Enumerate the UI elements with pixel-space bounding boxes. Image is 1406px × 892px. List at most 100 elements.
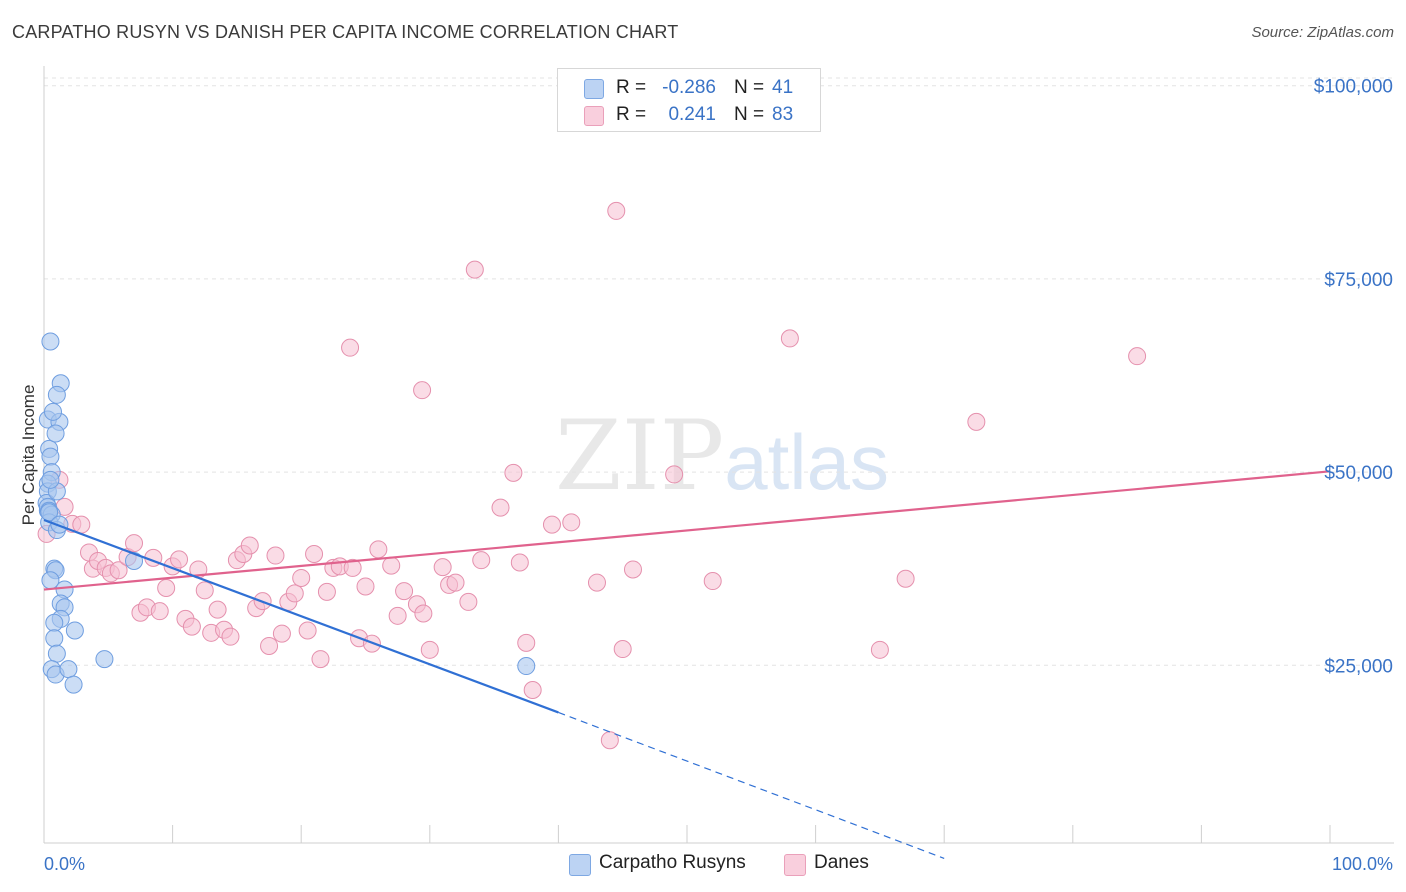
danes-point bbox=[272, 624, 291, 643]
legend-n-label: N = bbox=[734, 77, 765, 98]
danes-point bbox=[260, 636, 279, 655]
danes-point bbox=[587, 573, 606, 592]
legend-r-label: R = bbox=[616, 104, 647, 125]
danes-point bbox=[298, 621, 317, 640]
carpatho-rusyns-point bbox=[125, 551, 144, 570]
danes-point bbox=[420, 640, 439, 659]
danes-point bbox=[356, 577, 375, 596]
y-tick-label: $75,000 bbox=[1324, 270, 1393, 291]
danes-point bbox=[240, 536, 259, 555]
danes-point bbox=[870, 640, 889, 659]
danes-point bbox=[341, 338, 360, 357]
trend-lines bbox=[43, 470, 1331, 860]
y-tick-label: $25,000 bbox=[1324, 656, 1393, 677]
danes-point bbox=[170, 550, 189, 569]
danes-point bbox=[317, 582, 336, 601]
carpatho-rusyns-points bbox=[37, 332, 536, 694]
danes-point bbox=[285, 584, 304, 603]
danes-points bbox=[37, 201, 1147, 750]
danes-point bbox=[491, 498, 510, 517]
carpatho-rusyns-point bbox=[95, 650, 114, 669]
danes-point bbox=[623, 560, 642, 579]
danes-trend-line bbox=[43, 470, 1331, 591]
legend-n-value: 41 bbox=[772, 77, 794, 98]
carpatho-rusyns-point bbox=[45, 613, 64, 632]
danes-point bbox=[343, 558, 362, 577]
carpatho-rusyns-trend-extension bbox=[558, 711, 945, 860]
danes-point bbox=[266, 546, 285, 565]
y-tick-label: $100,000 bbox=[1314, 77, 1393, 98]
danes-point bbox=[967, 412, 986, 431]
danes-point bbox=[517, 633, 536, 652]
danes-point bbox=[523, 681, 542, 699]
danes-point bbox=[613, 640, 632, 659]
danes-point bbox=[157, 579, 176, 597]
danes-point bbox=[665, 465, 684, 484]
axes bbox=[43, 66, 1394, 844]
correlation-legend: R = -0.286 N = 41 R = 0.241 N = 83 bbox=[557, 68, 821, 132]
legend-label: Carpatho Rusyns bbox=[599, 852, 746, 873]
carpatho-rusyns-point bbox=[59, 660, 78, 679]
danes-point bbox=[208, 600, 227, 619]
danes-point bbox=[562, 513, 581, 532]
carpatho-rusyns-point bbox=[41, 470, 60, 489]
danes-point bbox=[607, 201, 626, 220]
y-axis-label: Per Capita Income bbox=[19, 385, 38, 526]
legend-swatch-pink bbox=[584, 106, 604, 126]
danes-point bbox=[388, 606, 407, 625]
x-tick-label: 100.0% bbox=[1332, 854, 1393, 874]
legend-row-danes: R = 0.241 N = 83 bbox=[558, 102, 820, 128]
watermark-main: ZIP bbox=[555, 400, 725, 512]
danes-point bbox=[182, 617, 201, 636]
legend-r-label: R = bbox=[616, 77, 647, 98]
carpatho-rusyns-point bbox=[44, 402, 63, 421]
danes-point bbox=[292, 568, 311, 587]
carpatho-rusyns-trend-line bbox=[43, 518, 559, 714]
carpatho-rusyns-point bbox=[46, 424, 65, 443]
legend-row-carpatho: R = -0.286 N = 41 bbox=[558, 75, 820, 101]
carpatho-rusyns-point bbox=[41, 332, 60, 351]
carpatho-rusyns-point bbox=[47, 385, 66, 404]
danes-point bbox=[542, 515, 561, 534]
carpatho-rusyns-point bbox=[517, 657, 536, 676]
danes-point bbox=[221, 627, 240, 646]
source-label: Source: ZipAtlas.com bbox=[1251, 24, 1394, 41]
danes-point bbox=[150, 602, 169, 621]
carpatho-rusyns-point bbox=[65, 621, 84, 640]
danes-point bbox=[1128, 347, 1147, 366]
danes-point bbox=[459, 592, 478, 611]
carpatho-rusyns-point bbox=[47, 644, 66, 663]
legend-r-value: -0.286 bbox=[662, 77, 716, 98]
danes-point bbox=[465, 260, 484, 279]
watermark: ZIPatlas bbox=[555, 400, 889, 512]
danes-point bbox=[703, 572, 722, 591]
danes-point bbox=[433, 558, 452, 577]
danes-point bbox=[382, 556, 401, 575]
series-legend: Carpatho Rusyns Danes bbox=[0, 852, 1406, 878]
danes-point bbox=[510, 553, 529, 572]
danes-point bbox=[413, 381, 432, 400]
legend-label: Danes bbox=[814, 852, 869, 873]
carpatho-rusyns-point bbox=[64, 675, 83, 694]
carpatho-rusyns-point bbox=[45, 629, 64, 648]
danes-point bbox=[472, 551, 491, 570]
carpatho-rusyns-point bbox=[41, 447, 60, 466]
legend-n-value: 83 bbox=[772, 104, 794, 125]
legend-swatch-pink bbox=[784, 854, 806, 876]
legend-swatch-blue bbox=[584, 79, 604, 99]
danes-point bbox=[780, 329, 799, 348]
y-tick-label: $50,000 bbox=[1324, 463, 1393, 484]
axis-labels: $25,000 $50,000 $75,000 $100,000 0.0% 100.0% P… bbox=[19, 77, 1393, 874]
danes-point bbox=[395, 582, 414, 601]
watermark-sub: atlas bbox=[724, 418, 889, 506]
danes-point bbox=[896, 569, 915, 588]
chart-title: CARPATHO RUSYN VS DANISH PER CAPITA INCO… bbox=[12, 22, 679, 42]
danes-point bbox=[414, 604, 433, 623]
danes-point bbox=[446, 573, 465, 592]
legend-n-label: N = bbox=[734, 104, 765, 125]
legend-r-value: 0.241 bbox=[668, 104, 716, 125]
danes-point bbox=[125, 534, 144, 553]
legend-swatch-blue bbox=[569, 854, 591, 876]
danes-point bbox=[369, 540, 388, 559]
